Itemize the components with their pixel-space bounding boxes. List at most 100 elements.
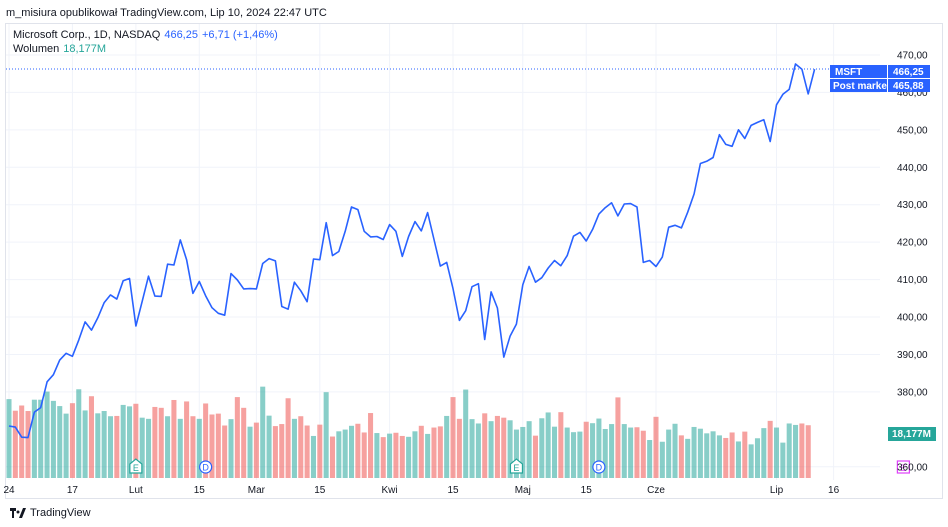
volume-bar bbox=[716, 435, 722, 478]
post-market-value: 465,88 bbox=[893, 81, 924, 92]
volume-bar bbox=[488, 421, 494, 478]
volume-bar bbox=[114, 415, 120, 478]
volume-bar bbox=[101, 411, 107, 478]
volume-bar bbox=[380, 437, 386, 478]
volume-bar bbox=[146, 418, 152, 478]
volume-bar bbox=[456, 418, 462, 478]
volume-bar bbox=[342, 429, 348, 478]
legend-volume-row[interactable]: Wolumen 18,177M bbox=[13, 42, 278, 56]
x-tick-label: 15 bbox=[194, 485, 206, 496]
volume-bar bbox=[317, 424, 323, 478]
dividend-marker-label: D bbox=[202, 463, 209, 473]
x-tick-label: 17 bbox=[67, 485, 79, 496]
volume-bar bbox=[532, 435, 538, 478]
volume-bar bbox=[748, 444, 754, 478]
volume-bar bbox=[298, 416, 304, 478]
volume-bar bbox=[304, 425, 310, 478]
legend-volume-value: 18,177M bbox=[63, 43, 107, 55]
volume-bar bbox=[659, 441, 665, 478]
volume-bar bbox=[196, 418, 202, 478]
y-tick-label: 400,00 bbox=[897, 313, 928, 324]
ticker-badge-label: MSFT bbox=[835, 67, 862, 78]
volume-bar bbox=[545, 412, 551, 478]
volume-bar bbox=[234, 397, 240, 478]
volume-bar bbox=[399, 435, 405, 478]
volume-bar bbox=[444, 415, 450, 478]
volume-bar bbox=[266, 415, 272, 478]
volume-bar bbox=[165, 416, 171, 478]
earnings-marker-icon bbox=[509, 458, 524, 474]
post-market-label: Post market bbox=[833, 81, 891, 92]
x-tick-label: 15 bbox=[581, 485, 593, 496]
volume-bar bbox=[704, 433, 710, 478]
volume-badge bbox=[888, 427, 936, 441]
legend-symbol-row[interactable]: Microsoft Corp., 1D, NASDAQ 466,25 +6,71 (… bbox=[13, 28, 278, 42]
volume-bar bbox=[678, 435, 684, 478]
volume-bar bbox=[63, 413, 69, 478]
volume-bar bbox=[780, 442, 786, 478]
volume-bar bbox=[621, 424, 627, 478]
y-tick-label: 380,00 bbox=[897, 387, 928, 398]
chart-frame bbox=[5, 23, 943, 499]
volume-bar bbox=[437, 426, 443, 478]
volume-bar bbox=[222, 425, 228, 478]
legend-change: +6,71 (+1,46%) bbox=[201, 29, 278, 41]
legend-symbol: Microsoft Corp., 1D, NASDAQ bbox=[13, 29, 161, 41]
dividend-marker-icon bbox=[199, 460, 213, 474]
volume-bar bbox=[253, 422, 259, 478]
volume-bar bbox=[475, 423, 481, 478]
volume-bar bbox=[126, 406, 133, 478]
volume-bar bbox=[469, 419, 475, 478]
volume-bar bbox=[685, 438, 691, 478]
volume-bar bbox=[177, 418, 183, 478]
x-tick-label: Maj bbox=[515, 485, 531, 496]
volume-bar bbox=[120, 404, 126, 478]
volume-bar bbox=[539, 418, 545, 478]
x-tick-label: Cze bbox=[647, 485, 665, 496]
volume-bar bbox=[412, 431, 418, 478]
volume-bar bbox=[494, 415, 500, 478]
volume-bar bbox=[628, 427, 634, 478]
volume-bar bbox=[602, 428, 608, 478]
volume-bar bbox=[418, 425, 424, 478]
y-tick-label: 450,00 bbox=[897, 125, 928, 136]
volume-bar bbox=[615, 397, 621, 478]
volume-bar bbox=[507, 420, 513, 478]
volume-bar bbox=[44, 391, 50, 478]
volume-bar bbox=[82, 410, 88, 478]
volume-bar bbox=[171, 399, 177, 478]
tradingview-logo-icon bbox=[10, 508, 26, 518]
volume-bar bbox=[431, 427, 437, 478]
volume-bar bbox=[361, 432, 367, 478]
dividend-marker-icon bbox=[592, 460, 606, 474]
volume-bar bbox=[406, 436, 412, 478]
volume-bar bbox=[374, 433, 380, 478]
price-badges: MSFT 466,25 Post market 465,88 18,177M bbox=[830, 65, 936, 441]
volume-bar bbox=[571, 432, 577, 478]
ticker-badge bbox=[830, 65, 887, 78]
volume-bar bbox=[647, 440, 653, 478]
volume-bar bbox=[6, 399, 12, 478]
volume-bar bbox=[69, 403, 75, 478]
volume-bar bbox=[463, 389, 469, 478]
price-badge bbox=[888, 65, 930, 78]
volume-bars bbox=[6, 386, 811, 478]
y-tick-label: 420,00 bbox=[897, 238, 928, 249]
volume-bar bbox=[291, 418, 297, 478]
legend-price: 466,25 bbox=[164, 29, 198, 41]
volume-bar bbox=[805, 425, 811, 478]
volume-bar bbox=[247, 426, 253, 478]
volume-bar bbox=[767, 420, 773, 478]
earnings-marker-icon bbox=[129, 458, 143, 474]
x-tick-label: Mar bbox=[248, 485, 266, 496]
tradingview-brand[interactable]: TradingView bbox=[10, 507, 91, 519]
volume-bar bbox=[133, 403, 139, 478]
y-tick-label: 360,00 bbox=[897, 462, 928, 473]
volume-bar bbox=[596, 418, 602, 478]
x-tick-label: 15 bbox=[447, 485, 459, 496]
volume-bar bbox=[583, 421, 589, 478]
volume-bar bbox=[773, 427, 780, 478]
y-tick-label: 470,00 bbox=[897, 50, 928, 61]
